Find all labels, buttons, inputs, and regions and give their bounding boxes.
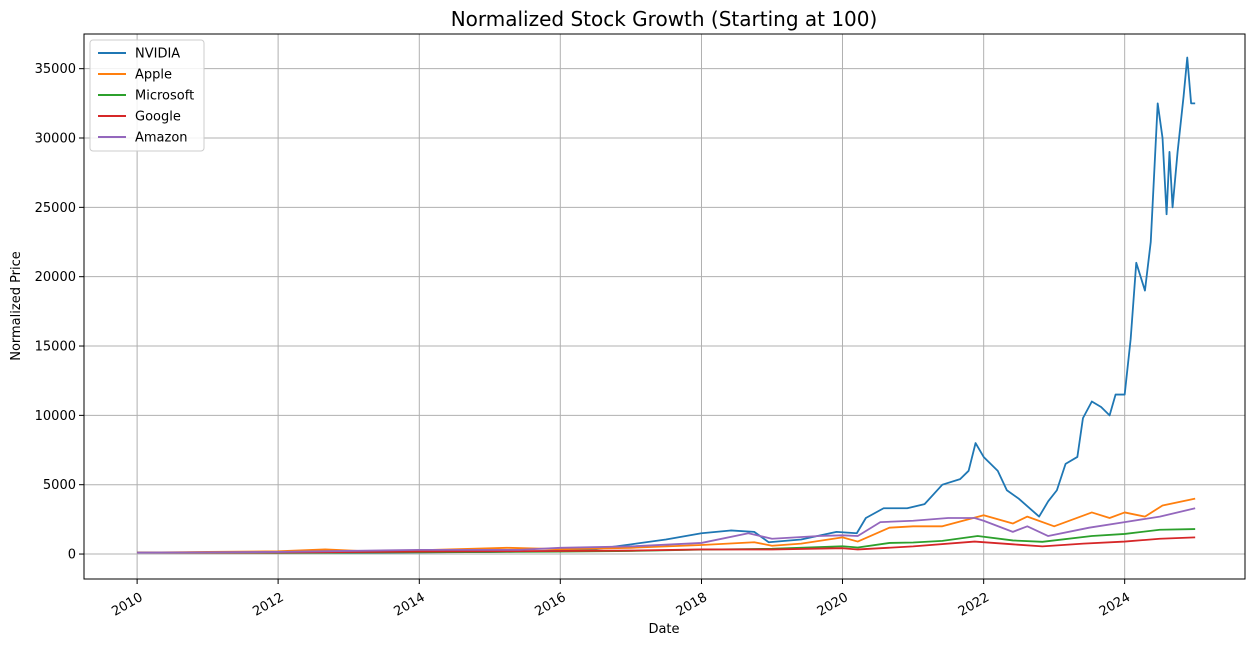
chart-title: Normalized Stock Growth (Starting at 100… — [451, 7, 878, 31]
y-axis-label: Normalized Price — [9, 251, 24, 361]
legend-label-microsoft: Microsoft — [135, 89, 194, 104]
y-tick-label: 5000 — [43, 478, 76, 493]
legend-label-google: Google — [135, 110, 181, 125]
series-line-amazon — [137, 507, 1196, 554]
x-axis-label: Date — [648, 622, 679, 637]
y-tick-label: 25000 — [35, 201, 76, 216]
legend-label-amazon: Amazon — [135, 131, 188, 146]
series-line-google — [137, 536, 1196, 554]
series-lines — [137, 56, 1196, 554]
y-tick-label: 10000 — [35, 409, 76, 424]
legend: NVIDIA Apple Microsoft Google Amazon — [89, 39, 205, 152]
y-tick-label: 35000 — [35, 62, 76, 77]
y-tick-label: 15000 — [35, 340, 76, 355]
plot-frame — [83, 33, 1246, 580]
legend-label-nvidia: NVIDIA — [135, 47, 180, 62]
y-tick-label: 20000 — [35, 270, 76, 285]
y-tick-label: 0 — [68, 548, 76, 563]
y-axis-ticks: 0 5000 10000 15000 20000 25000 30000 35000 — [35, 62, 84, 563]
series-line-nvidia — [137, 56, 1196, 554]
y-tick-label: 30000 — [35, 132, 76, 147]
legend-box — [89, 39, 205, 152]
legend-label-apple: Apple — [135, 68, 172, 83]
